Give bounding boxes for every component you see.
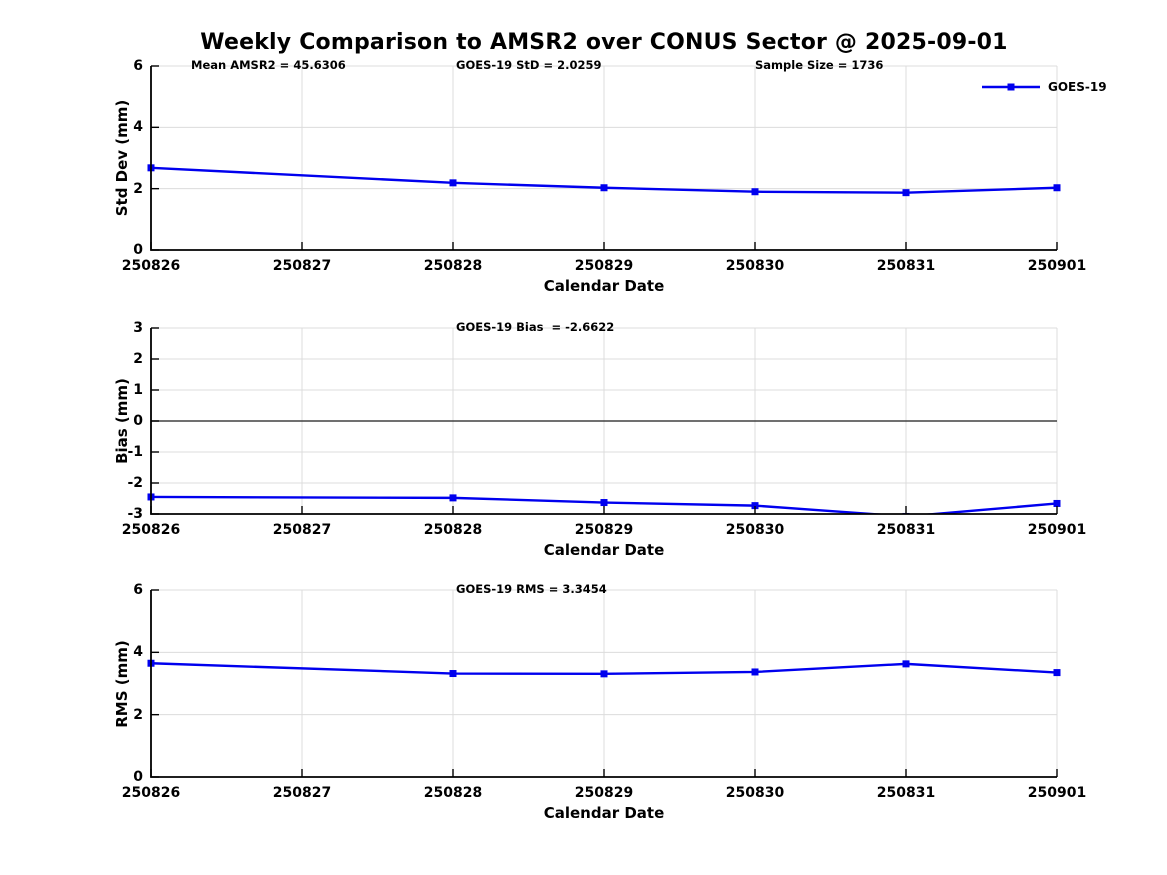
x-tick-label: 250827 xyxy=(272,522,332,538)
data-point-marker xyxy=(902,660,910,668)
x-tick-label: 250827 xyxy=(272,258,332,274)
y-tick-label: 0 xyxy=(133,242,143,258)
y-tick-label: 3 xyxy=(133,320,143,336)
y-tick-label: -2 xyxy=(127,475,143,491)
rms-plot-area xyxy=(147,589,1061,778)
x-axis-title: Calendar Date xyxy=(543,277,665,295)
data-point-marker xyxy=(902,189,910,197)
data-point-marker xyxy=(751,502,759,510)
x-tick-label: 250831 xyxy=(876,785,936,801)
x-tick-label: 250826 xyxy=(121,522,181,538)
data-line-goes-19 xyxy=(150,495,1058,514)
x-tick-label: 250830 xyxy=(725,522,785,538)
y-tick-label: 4 xyxy=(133,119,143,136)
y-tick-label: 0 xyxy=(133,413,143,429)
y-tick-label: 6 xyxy=(133,58,143,74)
y-tick-label: 1 xyxy=(133,382,143,398)
y-tick-label: 4 xyxy=(133,644,143,661)
x-tick-label: 250830 xyxy=(725,785,785,801)
x-tick-label: 250831 xyxy=(876,258,936,274)
stddev-annotation: Mean AMSR2 = 45.6306 xyxy=(191,58,346,72)
y-tick-label: -1 xyxy=(127,444,143,460)
x-tick-label: 250827 xyxy=(272,785,332,801)
x-tick-label: 250828 xyxy=(423,258,483,274)
data-point-marker xyxy=(449,670,457,678)
x-tick-label: 250901 xyxy=(1027,522,1087,538)
bias-annotation: GOES-19 Bias = -2.6622 xyxy=(456,320,615,334)
data-point-marker xyxy=(751,668,759,676)
data-point-marker xyxy=(600,499,608,507)
bias-plot-area xyxy=(147,327,1061,515)
x-tick-label: 250829 xyxy=(574,522,634,538)
x-axis-title: Calendar Date xyxy=(543,541,665,559)
y-tick-label: 2 xyxy=(133,706,143,723)
legend-line-marker-icon xyxy=(982,83,1040,91)
data-point-marker xyxy=(600,184,608,192)
data-point-marker xyxy=(1053,499,1061,507)
y-axis-title: RMS (mm) xyxy=(113,639,131,728)
data-line-goes-19 xyxy=(150,166,1058,194)
data-point-marker xyxy=(1053,669,1061,677)
x-axis-title: Calendar Date xyxy=(543,804,665,822)
x-tick-label: 250901 xyxy=(1027,258,1087,274)
legend-label: GOES-19 xyxy=(1048,80,1107,94)
y-axis-title: Bias (mm) xyxy=(113,378,131,464)
stddev-annotation: GOES-19 StD = 2.0259 xyxy=(456,58,602,72)
y-tick-label: -3 xyxy=(127,506,143,522)
legend: GOES-19 xyxy=(982,80,1107,94)
y-tick-label: 6 xyxy=(133,582,143,598)
y-tick-label: 0 xyxy=(133,769,143,785)
x-tick-label: 250826 xyxy=(121,258,181,274)
rms-annotation: GOES-19 RMS = 3.3454 xyxy=(456,582,607,596)
x-tick-label: 250826 xyxy=(121,785,181,801)
data-point-marker xyxy=(1053,184,1061,192)
y-axis-title: Std Dev (mm) xyxy=(113,99,131,217)
x-tick-label: 250829 xyxy=(574,258,634,274)
data-point-marker xyxy=(449,179,457,187)
data-point-marker xyxy=(449,494,457,502)
figure-title: Weekly Comparison to AMSR2 over CONUS Se… xyxy=(200,30,1008,55)
y-tick-label: 2 xyxy=(133,351,143,367)
x-tick-label: 250830 xyxy=(725,258,785,274)
x-tick-label: 250828 xyxy=(423,785,483,801)
y-tick-label: 2 xyxy=(133,180,143,197)
x-tick-label: 250901 xyxy=(1027,785,1087,801)
x-tick-label: 250831 xyxy=(876,522,936,538)
data-line-goes-19 xyxy=(150,662,1058,676)
stddev-plot-area xyxy=(147,65,1061,251)
stddev-annotation: Sample Size = 1736 xyxy=(755,58,884,72)
x-tick-label: 250829 xyxy=(574,785,634,801)
data-point-marker xyxy=(600,670,608,678)
x-tick-label: 250828 xyxy=(423,522,483,538)
data-point-marker xyxy=(751,188,759,196)
